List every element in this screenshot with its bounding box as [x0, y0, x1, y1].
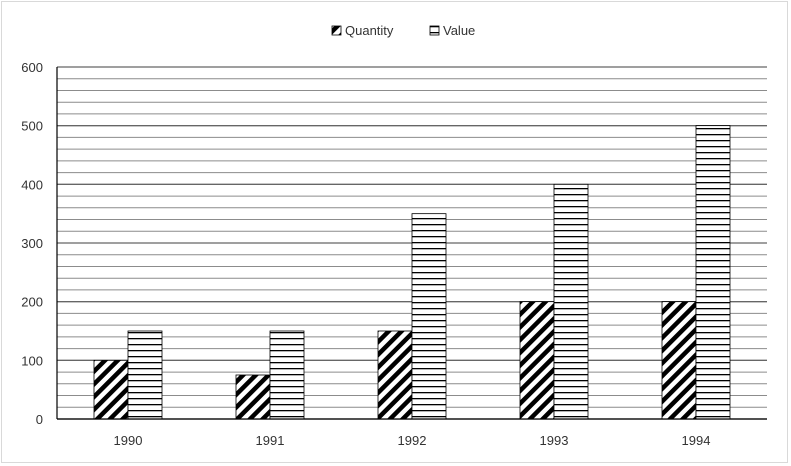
- y-tick-label: 100: [21, 353, 43, 368]
- bar-quantity-1992: [377, 330, 413, 420]
- legend-label-value: Value: [443, 23, 475, 38]
- bar-quantity-1994: [661, 301, 697, 420]
- x-tick-label: 1991: [256, 433, 285, 448]
- x-tick-label: 1992: [398, 433, 427, 448]
- axes: 0 100 200 300 400 500 600 1990 1991 1992 1993 1994: [21, 60, 767, 448]
- y-tick-label: 600: [21, 60, 43, 75]
- bar-quantity-1991: [235, 374, 271, 420]
- x-tick-label: 1990: [114, 433, 143, 448]
- y-tick-label: 200: [21, 295, 43, 310]
- bar-quantity-1993: [519, 301, 555, 420]
- y-tick-label: 300: [21, 236, 43, 251]
- y-tick-label: 500: [21, 119, 43, 134]
- bar-value-1993: [553, 183, 589, 420]
- x-tick-label: 1993: [540, 433, 569, 448]
- y-tick-label: 0: [36, 412, 43, 427]
- bars: [93, 125, 731, 420]
- bar-value-1990: [127, 330, 163, 420]
- bar-value-1991: [269, 330, 305, 420]
- legend: Quantity Value: [331, 23, 475, 38]
- bar-value-1994: [695, 125, 731, 420]
- bar-value-1992: [411, 213, 447, 420]
- legend-label-quantity: Quantity: [345, 23, 394, 38]
- y-tick-label: 400: [21, 177, 43, 192]
- x-tick-label: 1994: [682, 433, 711, 448]
- legend-swatch-value: [429, 25, 440, 36]
- bar-quantity-1990: [93, 359, 129, 420]
- legend-swatch-quantity: [331, 25, 342, 36]
